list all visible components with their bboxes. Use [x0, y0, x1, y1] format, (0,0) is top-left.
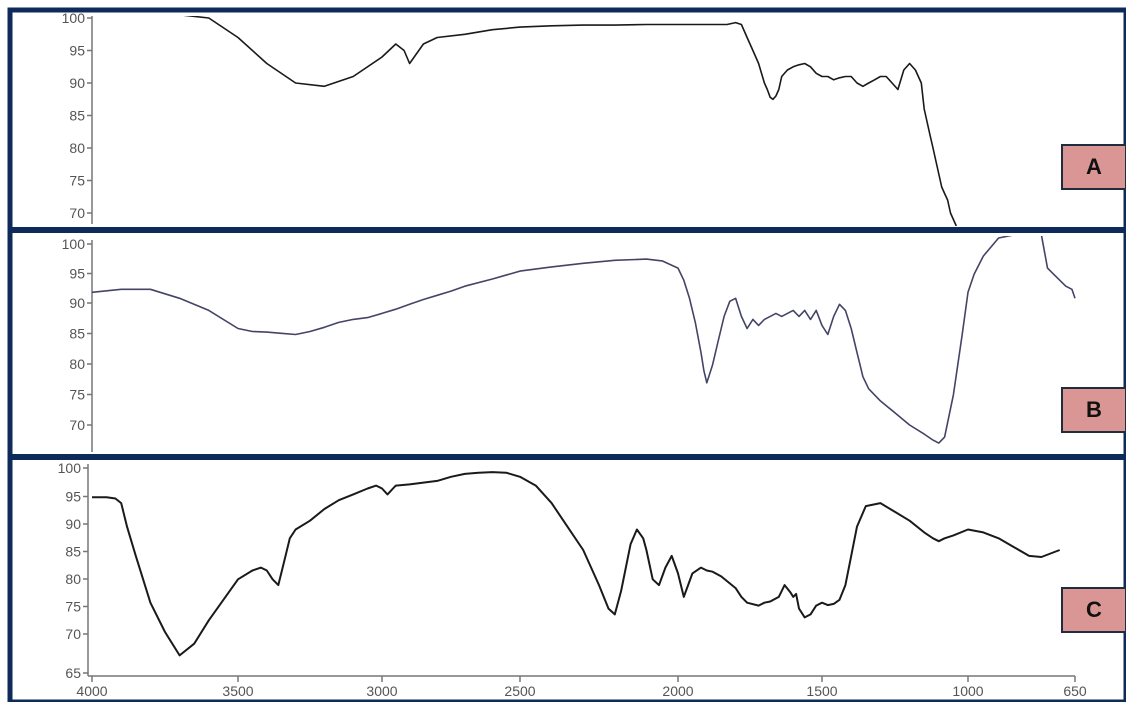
spectrum-line-b — [92, 236, 1076, 444]
x-tick-label-c: 1500 — [806, 683, 837, 699]
x-tick-label-c: 4000 — [76, 683, 107, 699]
y-tick-label-b: 85 — [69, 326, 85, 342]
panel-separator-b — [10, 227, 1126, 233]
x-tick-label-c: 3000 — [366, 683, 397, 699]
y-tick-label-a: 85 — [69, 108, 85, 124]
y-tick-label-a: 75 — [69, 173, 85, 189]
y-tick-label-b: 80 — [69, 356, 85, 372]
x-tick-label-c: 1000 — [952, 683, 983, 699]
y-tick-label-b: 75 — [69, 387, 85, 403]
spectrum-line-a — [183, 16, 958, 226]
y-tick-label-c: 75 — [65, 599, 81, 615]
x-tick-label-c: 650 — [1063, 683, 1087, 699]
x-tick-label-c: 3500 — [222, 683, 253, 699]
y-tick-label-a: 70 — [69, 205, 85, 221]
y-tick-label-c: 80 — [65, 571, 81, 587]
y-tick-label-a: 90 — [69, 75, 85, 91]
y-tick-label-a: 100 — [62, 10, 86, 26]
y-tick-label-c: 100 — [58, 460, 82, 476]
y-tick-label-a: 80 — [69, 140, 85, 156]
x-tick-label-c: 2500 — [504, 683, 535, 699]
spectrum-line-c — [92, 471, 1061, 657]
y-tick-label-b: 70 — [69, 417, 85, 433]
panel-label-a: A — [1061, 144, 1126, 190]
y-tick-label-a: 95 — [69, 43, 85, 59]
y-tick-label-b: 100 — [62, 236, 86, 252]
panel-label-b: B — [1061, 387, 1126, 433]
panel-label-c: C — [1061, 587, 1126, 633]
figure-frame — [7, 7, 1126, 702]
y-tick-label-b: 95 — [69, 266, 85, 282]
y-tick-label-c: 95 — [65, 489, 81, 505]
y-tick-label-c: 70 — [65, 626, 81, 642]
y-tick-label-c: 85 — [65, 544, 81, 560]
y-tick-label-b: 90 — [69, 295, 85, 311]
panel-separator-c — [10, 454, 1126, 460]
x-tick-label-c: 2000 — [662, 683, 693, 699]
y-tick-label-c: 90 — [65, 516, 81, 532]
y-tick-label-c: 65 — [65, 665, 81, 681]
